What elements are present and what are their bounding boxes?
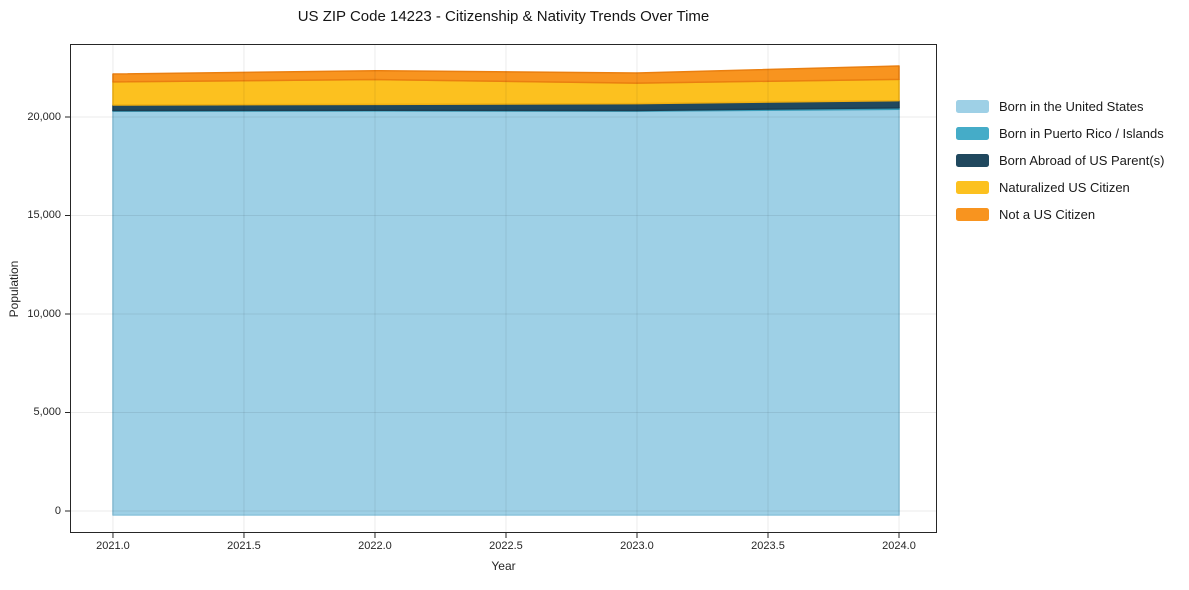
- y-tick-label: 15,000: [27, 209, 61, 222]
- legend-swatch: [956, 154, 989, 167]
- x-tick-label: 2024.0: [882, 540, 916, 552]
- x-axis-title: Year: [491, 559, 516, 573]
- legend-swatch: [956, 100, 989, 113]
- legend-item-born-in-the-united-states: Born in the United States: [956, 99, 1164, 114]
- y-axis-title: Population: [7, 260, 21, 318]
- legend-item-born-abroad-of-us-parent-s: Born Abroad of US Parent(s): [956, 153, 1164, 168]
- y-tick-label: 20,000: [27, 110, 61, 123]
- legend-label: Not a US Citizen: [999, 207, 1096, 222]
- legend-swatch: [956, 208, 989, 221]
- legend-label: Born in Puerto Rico / Islands: [999, 126, 1164, 141]
- legend-label: Naturalized US Citizen: [999, 180, 1130, 195]
- x-tick-label: 2023.0: [620, 540, 654, 552]
- y-tick-label: 10,000: [27, 307, 61, 320]
- chart-title: US ZIP Code 14223 - Citizenship & Nativi…: [297, 8, 710, 25]
- legend-label: Born in the United States: [999, 99, 1144, 114]
- plot-border: [70, 44, 937, 533]
- x-tick-label: 2021.5: [227, 540, 261, 552]
- legend-swatch: [956, 181, 989, 194]
- legend-label: Born Abroad of US Parent(s): [999, 153, 1165, 168]
- legend-item-born-in-puerto-rico-islands: Born in Puerto Rico / Islands: [956, 126, 1164, 141]
- legend-item-not-a-us-citizen: Not a US Citizen: [956, 207, 1164, 222]
- legend-item-naturalized-us-citizen: Naturalized US Citizen: [956, 180, 1164, 195]
- legend-swatch: [956, 127, 989, 140]
- area-not-a-us-citizen: [112, 65, 900, 84]
- y-tick-label: 0: [54, 504, 61, 517]
- x-tick-label: 2021.0: [96, 540, 130, 552]
- x-tick-label: 2022.0: [358, 540, 392, 552]
- y-tick-label: 5,000: [33, 406, 61, 419]
- x-tick-label: 2022.5: [489, 540, 523, 552]
- x-tick-label: 2023.5: [751, 540, 785, 552]
- legend: Born in the United States Born in Puerto …: [956, 99, 1164, 222]
